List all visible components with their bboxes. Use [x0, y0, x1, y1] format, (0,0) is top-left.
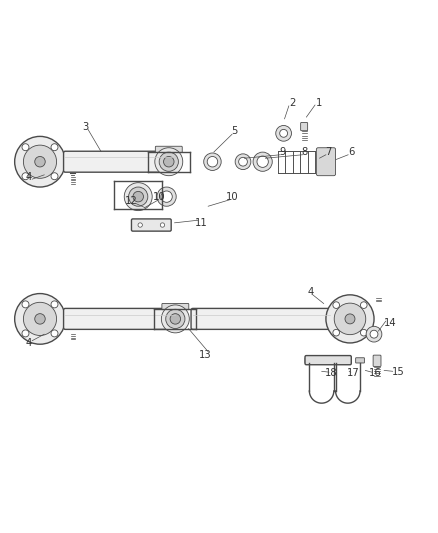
Circle shape: [333, 302, 339, 309]
Text: 15: 15: [392, 367, 404, 377]
Circle shape: [161, 191, 172, 203]
Circle shape: [235, 154, 251, 169]
Circle shape: [345, 314, 355, 324]
Circle shape: [360, 329, 367, 336]
Circle shape: [204, 153, 221, 171]
Circle shape: [22, 144, 29, 151]
Circle shape: [51, 301, 58, 308]
Circle shape: [166, 309, 185, 328]
Circle shape: [124, 183, 152, 211]
Circle shape: [333, 329, 339, 336]
Text: 10: 10: [152, 192, 165, 201]
Bar: [307, 151, 315, 173]
Circle shape: [326, 295, 374, 343]
Bar: [293, 151, 300, 173]
Circle shape: [157, 187, 176, 206]
FancyBboxPatch shape: [316, 148, 336, 176]
Bar: [300, 151, 307, 173]
Circle shape: [155, 148, 183, 176]
Circle shape: [51, 173, 58, 180]
Circle shape: [51, 330, 58, 337]
Text: 4: 4: [26, 338, 32, 348]
Circle shape: [334, 303, 366, 335]
Circle shape: [22, 173, 29, 180]
Circle shape: [35, 313, 45, 324]
FancyBboxPatch shape: [300, 123, 307, 131]
FancyBboxPatch shape: [64, 151, 177, 172]
Circle shape: [280, 130, 288, 138]
FancyBboxPatch shape: [155, 146, 182, 152]
Text: 16: 16: [369, 368, 381, 378]
Circle shape: [22, 330, 29, 337]
Circle shape: [253, 152, 272, 171]
Text: 3: 3: [83, 122, 89, 132]
Circle shape: [170, 313, 180, 324]
Circle shape: [370, 330, 378, 338]
Text: 12: 12: [125, 196, 138, 206]
Text: 13: 13: [199, 350, 212, 360]
FancyBboxPatch shape: [329, 358, 338, 363]
FancyBboxPatch shape: [356, 358, 364, 363]
Text: 14: 14: [384, 318, 396, 328]
Circle shape: [207, 157, 218, 167]
Circle shape: [138, 223, 142, 227]
Circle shape: [35, 157, 45, 167]
Text: 17: 17: [347, 368, 360, 378]
Circle shape: [22, 301, 29, 308]
Circle shape: [14, 294, 65, 344]
Circle shape: [161, 305, 189, 333]
FancyBboxPatch shape: [331, 358, 340, 363]
Text: 5: 5: [232, 126, 238, 136]
Bar: [286, 151, 293, 173]
Text: 8: 8: [301, 147, 308, 157]
Circle shape: [239, 157, 247, 166]
Text: 4: 4: [26, 172, 32, 182]
Circle shape: [23, 145, 57, 179]
Text: 18: 18: [325, 368, 338, 378]
Text: 2: 2: [289, 98, 296, 108]
Text: 9: 9: [279, 147, 286, 157]
Circle shape: [129, 187, 148, 206]
Circle shape: [257, 156, 268, 167]
FancyBboxPatch shape: [373, 355, 381, 367]
Circle shape: [133, 191, 144, 202]
Circle shape: [366, 326, 382, 342]
Text: 6: 6: [349, 147, 355, 157]
FancyBboxPatch shape: [305, 356, 351, 365]
Circle shape: [14, 136, 65, 187]
Text: 10: 10: [226, 192, 238, 201]
FancyBboxPatch shape: [191, 309, 332, 329]
FancyBboxPatch shape: [305, 358, 314, 363]
FancyBboxPatch shape: [64, 309, 177, 329]
Circle shape: [276, 125, 291, 141]
Text: 11: 11: [195, 218, 208, 228]
Circle shape: [163, 157, 174, 167]
Circle shape: [159, 152, 178, 171]
Text: 4: 4: [307, 287, 314, 297]
FancyBboxPatch shape: [131, 219, 171, 231]
FancyBboxPatch shape: [162, 303, 189, 310]
Circle shape: [160, 223, 165, 227]
Circle shape: [51, 144, 58, 151]
Circle shape: [360, 302, 367, 309]
Text: 7: 7: [325, 147, 331, 157]
Circle shape: [23, 302, 57, 335]
Bar: [278, 151, 286, 173]
Text: 1: 1: [316, 98, 323, 108]
